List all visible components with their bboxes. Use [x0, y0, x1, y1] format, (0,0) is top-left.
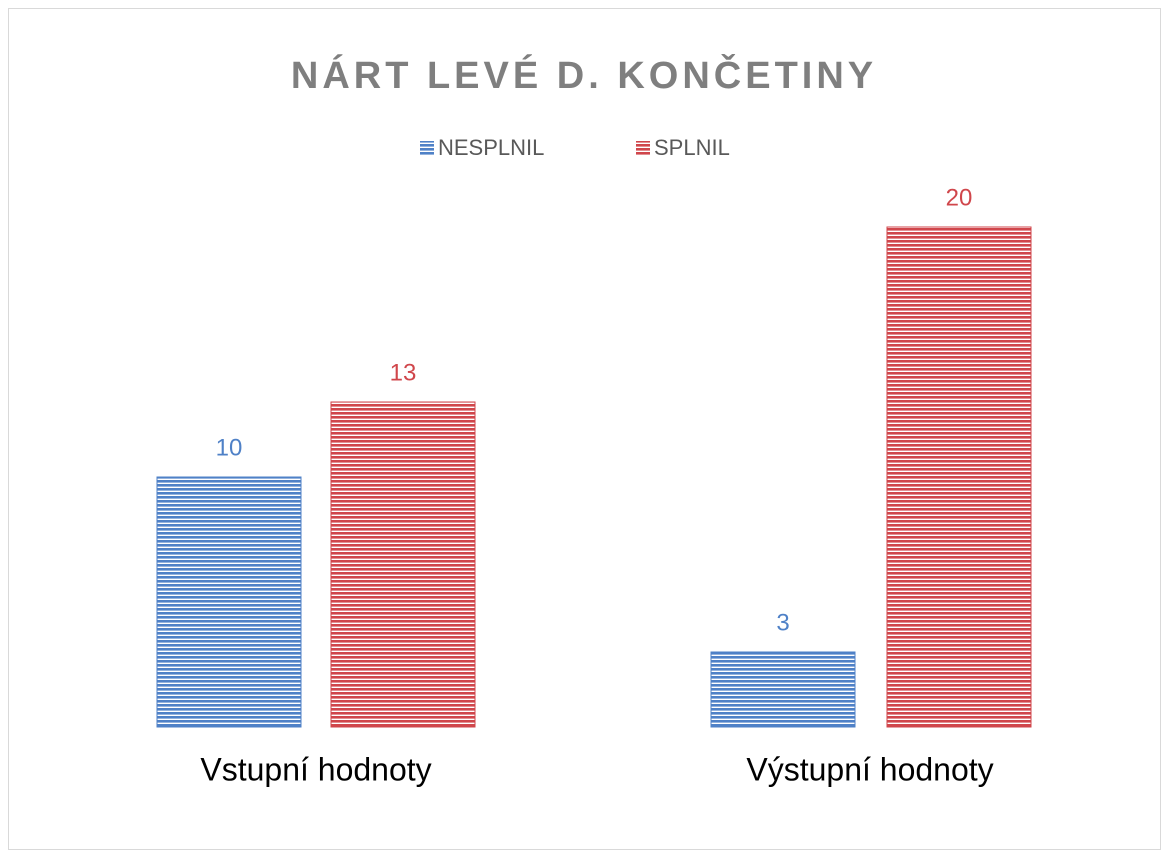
legend-swatch	[420, 141, 434, 155]
legend-label: NESPLNIL	[438, 135, 544, 160]
data-label: 13	[390, 359, 417, 386]
legend-swatch	[636, 141, 650, 155]
bar	[886, 226, 1032, 728]
x-tick-label: Výstupní hodnoty	[746, 751, 993, 787]
x-tick-label: Vstupní hodnoty	[200, 751, 431, 787]
chart-title: NÁRT LEVÉ D. KONČETINY	[291, 52, 877, 97]
legend-label: SPLNIL	[654, 135, 730, 160]
data-label: 3	[776, 609, 789, 636]
data-label: 20	[946, 184, 973, 211]
bar	[330, 401, 476, 728]
bar	[156, 476, 302, 728]
bar	[710, 651, 856, 728]
data-label: 10	[216, 434, 243, 461]
